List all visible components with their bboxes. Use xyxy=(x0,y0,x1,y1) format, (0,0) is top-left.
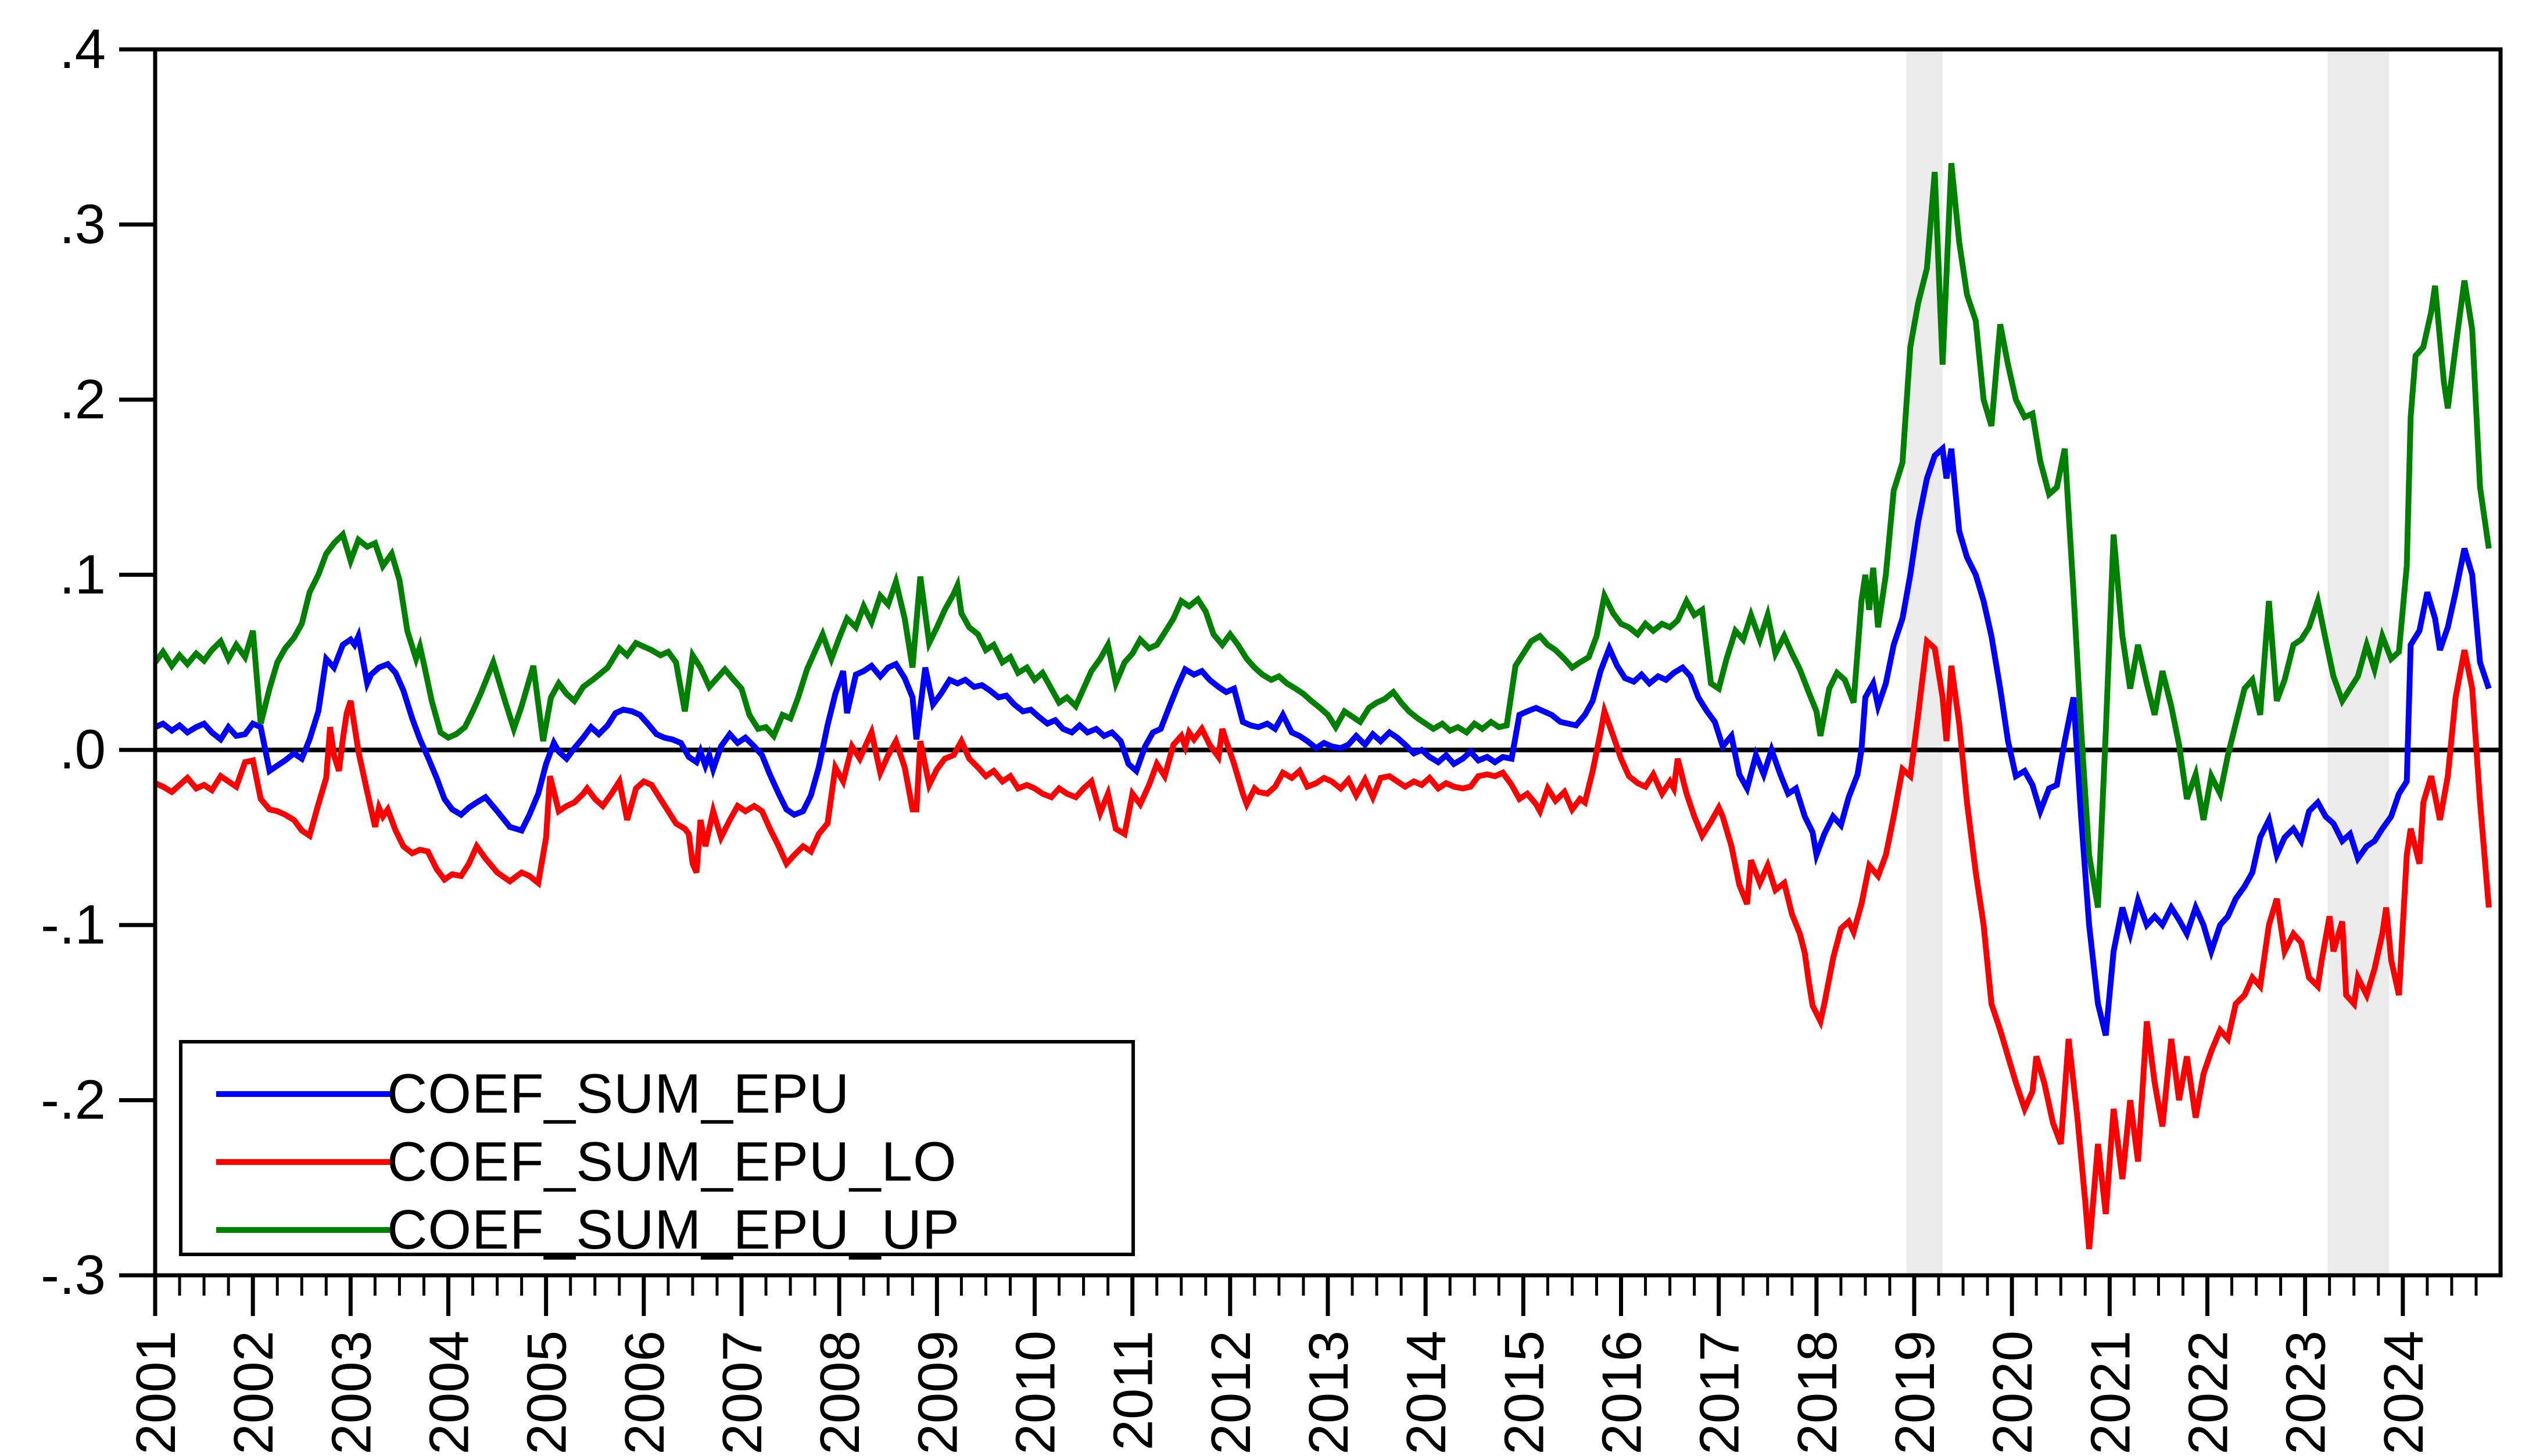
shaded-band xyxy=(2327,49,2390,1275)
legend-swatch-epu-up-line xyxy=(216,1227,391,1233)
legend-swatch-epu-line xyxy=(216,1091,391,1097)
x-tick-label: 2024 xyxy=(2373,1331,2435,1455)
x-tick-label: 2011 xyxy=(1102,1331,1165,1450)
x-tick-label: 2001 xyxy=(125,1331,187,1455)
y-tick-label: -.2 xyxy=(41,1069,106,1131)
legend-item: COEF_SUM_EPU_LO xyxy=(182,1130,1131,1194)
legend-label: COEF_SUM_EPU_UP xyxy=(387,1199,960,1261)
y-tick-label: .0 xyxy=(59,719,106,781)
x-tick-label: 2014 xyxy=(1395,1331,1457,1455)
x-tick-label: 2022 xyxy=(2177,1331,2240,1455)
x-tick-label: 2019 xyxy=(1884,1331,1946,1455)
x-tick-label: 2012 xyxy=(1200,1331,1262,1455)
x-tick-label: 2008 xyxy=(809,1331,871,1455)
x-tick-label: 2017 xyxy=(1689,1331,1751,1455)
y-tick-label: -.3 xyxy=(41,1244,106,1306)
x-tick-label: 2015 xyxy=(1493,1331,1555,1455)
x-tick-label: 2006 xyxy=(614,1331,676,1455)
y-tick-label: .3 xyxy=(59,193,106,255)
series-coef_sum_epu_up xyxy=(155,163,2492,908)
y-tick-label: -.1 xyxy=(41,894,106,956)
series-coef_sum_epu xyxy=(155,443,2492,1037)
x-tick-label: 2018 xyxy=(1786,1331,1849,1455)
legend-box: COEF_SUM_EPU COEF_SUM_EPU_LO COEF_SUM_EP… xyxy=(179,1040,1135,1261)
x-tick-label: 2020 xyxy=(1982,1331,2044,1455)
x-tick-label: 2002 xyxy=(223,1331,285,1455)
x-tick-label: 2009 xyxy=(907,1331,969,1455)
series-coef_sum_epu_lo xyxy=(155,635,2492,1250)
legend-label: COEF_SUM_EPU_LO xyxy=(387,1131,957,1193)
legend-swatch-epu-lo-line xyxy=(216,1159,391,1165)
x-tick-label: 2003 xyxy=(320,1331,382,1455)
x-tick-label: 2013 xyxy=(1298,1331,1360,1455)
y-tick-label: .1 xyxy=(59,543,106,605)
x-tick-label: 2010 xyxy=(1005,1331,1067,1455)
x-tick-label: 2021 xyxy=(2079,1331,2141,1455)
x-tick-label: 2004 xyxy=(418,1331,481,1455)
x-tick-label: 2005 xyxy=(516,1331,578,1455)
legend-item: COEF_SUM_EPU xyxy=(182,1062,1131,1126)
y-tick-label: .4 xyxy=(59,18,106,80)
x-tick-label: 2016 xyxy=(1591,1331,1653,1455)
y-tick-label: .2 xyxy=(59,368,106,431)
x-tick-label: 2007 xyxy=(711,1331,773,1455)
x-tick-label: 2023 xyxy=(2275,1331,2337,1455)
legend-item: COEF_SUM_EPU_UP xyxy=(182,1198,1131,1262)
legend-label: COEF_SUM_EPU xyxy=(387,1063,850,1125)
